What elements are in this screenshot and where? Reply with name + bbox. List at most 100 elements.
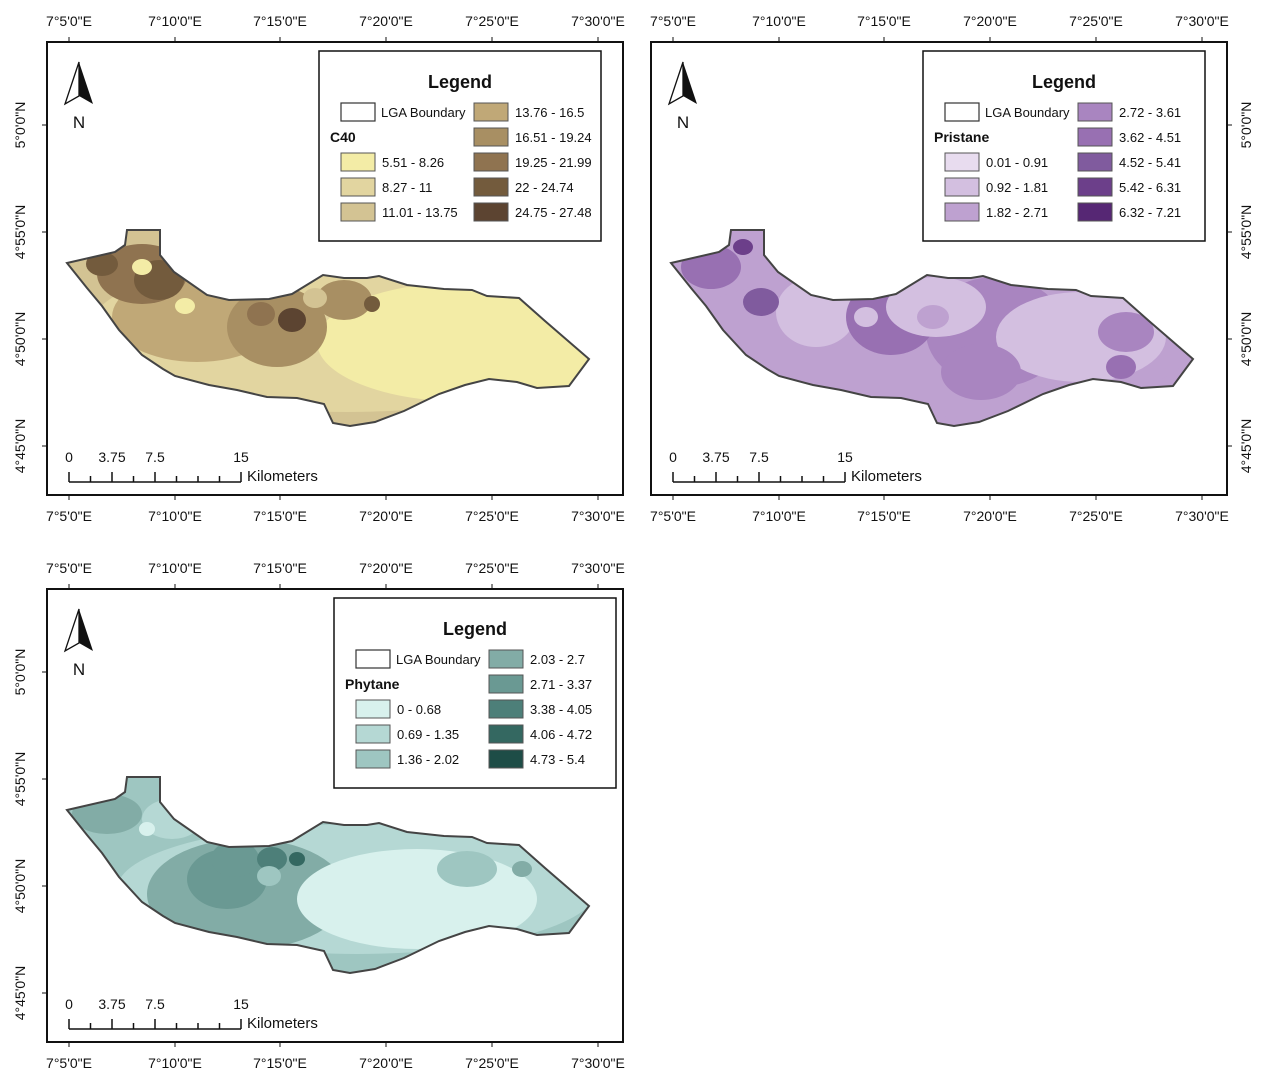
interpolation-zone [941,344,1021,400]
legend-boundary-label: LGA Boundary [381,105,466,120]
lga-boundary [65,776,591,975]
interpolation-zone [278,308,306,332]
longitude-label-bottom: 7°30'0"E [571,1055,625,1071]
legend-swatch [473,202,509,222]
interpolation-zone [86,252,118,276]
scale-tick-label: 7.5 [145,449,165,465]
legend-class-label: 2.72 - 3.61 [1119,105,1181,120]
scale-tick-label: 0 [65,449,73,465]
legend-swatch [340,152,376,172]
legend-class-label: 4.52 - 5.41 [1119,155,1181,170]
legend-class-label: 4.06 - 4.72 [530,727,592,742]
legend: Legend LGA Boundary Pristane 0.01 - 0.91 0.9… [922,50,1206,242]
interpolation-zone [289,852,305,866]
legend-class-label: 22 - 24.74 [515,180,574,195]
legend-class-label: 3.62 - 4.51 [1119,130,1181,145]
legend: Legend LGA Boundary C40 5.51 - 8.26 8.27 - 1… [318,50,602,242]
longitude-label-top: 7°10'0"E [752,13,806,29]
legend-class-label: 11.01 - 13.75 [382,205,458,220]
legend-swatch-boundary [944,102,980,122]
legend-class-label: 3.38 - 4.05 [530,702,592,717]
legend-swatch [1077,177,1113,197]
map-panel-pristane: 7°5'0"E 7°10'0"E 7°15'0"E 7°20'0"E 7°25'0"E 7… [650,13,1254,524]
latitude-label: 5°0'0"N [12,102,28,149]
longitude-label-bottom: 7°5'0"E [46,508,92,524]
longitude-label-top: 7°30'0"E [571,13,625,29]
scale-bar: 0 3.75 7.5 15 Kilometers [669,449,922,485]
scale-tick-label: 3.75 [98,449,125,465]
legend-variable: Pristane [934,129,989,145]
scale-tick-label: 7.5 [749,449,769,465]
north-label: N [677,113,689,132]
legend-swatch [1077,102,1113,122]
longitude-label-bottom: 7°15'0"E [253,1055,307,1071]
north-arrow-icon: N [667,61,697,132]
legend-class-label: 1.36 - 2.02 [397,752,459,767]
longitude-label-bottom: 7°10'0"E [148,508,202,524]
longitude-label-top: 7°25'0"E [465,13,519,29]
legend-class-label: 8.27 - 11 [382,180,432,195]
legend-swatch [488,749,524,769]
interpolation-zone [743,288,779,316]
scale-tick-label: 0 [65,996,73,1012]
longitude-label-top: 7°20'0"E [359,560,413,576]
latitude-label: 5°0'0"N [1238,102,1254,149]
legend-class-label: 2.71 - 3.37 [530,677,592,692]
study-area-surface [671,230,1193,426]
legend-title: Legend [428,72,492,92]
longitude-label-top: 7°25'0"E [465,560,519,576]
legend-swatch [944,152,980,172]
lga-boundary [65,229,591,428]
longitude-label-bottom: 7°15'0"E [253,508,307,524]
legend-class-label: 0 - 0.68 [397,702,441,717]
scale-bar: 0 3.75 7.5 15 Kilometers [65,996,318,1032]
latitude-label: 4°50'0"N [12,859,28,914]
interpolation-zone [139,822,155,836]
scale-bar: 0 3.75 7.5 15 Kilometers [65,449,318,485]
scale-tick-label: 15 [233,449,249,465]
interpolation-zone [364,296,380,312]
latitude-label: 4°45'0"N [12,419,28,474]
legend-swatch [473,127,509,147]
legend-boundary-label: LGA Boundary [396,652,481,667]
longitude-label-top: 7°30'0"E [1175,13,1229,29]
north-label: N [73,660,85,679]
scale-tick-label: 7.5 [145,996,165,1012]
legend-swatch [944,202,980,222]
interpolation-zone [211,841,259,877]
legend-class-label: 24.75 - 27.48 [515,205,592,220]
longitude-label-bottom: 7°15'0"E [857,508,911,524]
latitude-label: 4°50'0"N [1238,312,1254,367]
longitude-label-bottom: 7°30'0"E [571,508,625,524]
interpolation-zone [303,288,327,308]
longitude-label-top: 7°20'0"E [359,13,413,29]
legend-variable: C40 [330,129,356,145]
legend-boundary-label: LGA Boundary [985,105,1070,120]
legend-class-label: 5.42 - 6.31 [1119,180,1181,195]
lga-boundary [669,229,1195,428]
scale-tick-label: 3.75 [98,996,125,1012]
legend-swatch [1077,202,1113,222]
legend-swatch [488,699,524,719]
longitude-label-bottom: 7°10'0"E [752,508,806,524]
longitude-label-bottom: 7°25'0"E [465,508,519,524]
interpolation-zone [733,239,753,255]
legend-title: Legend [443,619,507,639]
longitude-label-bottom: 7°25'0"E [465,1055,519,1071]
legend-class-label: 16.51 - 19.24 [515,130,592,145]
legend-class-label: 1.82 - 2.71 [986,205,1048,220]
north-arrow-icon: N [63,61,93,132]
legend-swatch [355,699,391,719]
legend-swatch [473,177,509,197]
scale-tick-label: 3.75 [702,449,729,465]
latitude-label: 4°45'0"N [12,966,28,1021]
interpolation-zone [1098,312,1154,352]
latitude-label: 4°55'0"N [1238,205,1254,260]
interpolation-zone [917,305,949,329]
interpolation-zone [132,259,152,275]
scale-tick-label: 15 [837,449,853,465]
longitude-label-top: 7°15'0"E [253,560,307,576]
latitude-label: 4°45'0"N [1238,419,1254,474]
legend-swatch [473,102,509,122]
